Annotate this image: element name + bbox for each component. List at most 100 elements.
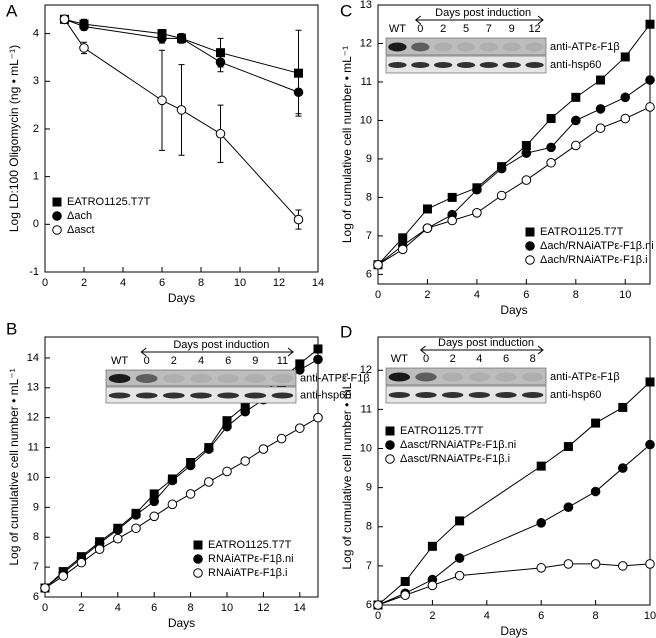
point bbox=[571, 115, 581, 126]
y-tick-label: 1 bbox=[33, 171, 39, 183]
blot-band bbox=[217, 392, 239, 399]
inset-title: Days post induction bbox=[173, 339, 269, 351]
point bbox=[521, 140, 531, 150]
point bbox=[79, 43, 89, 53]
point bbox=[620, 92, 631, 103]
lane-label: 5 bbox=[463, 23, 469, 35]
x-tick-label: 10 bbox=[644, 610, 656, 622]
point bbox=[496, 190, 507, 201]
blot-band bbox=[522, 392, 544, 398]
series-line bbox=[64, 19, 299, 220]
point bbox=[167, 499, 178, 510]
series-line bbox=[377, 444, 651, 606]
blot-band bbox=[456, 42, 476, 52]
point bbox=[215, 57, 226, 68]
x-tick-label: 6 bbox=[538, 610, 544, 622]
y-tick-label: 7 bbox=[366, 230, 372, 242]
x-axis-label: Days bbox=[500, 303, 527, 317]
legend-marker bbox=[193, 540, 203, 550]
x-tick-label: 12 bbox=[257, 602, 269, 614]
series-line bbox=[377, 563, 651, 606]
point bbox=[521, 148, 532, 158]
y-tick-label: 9 bbox=[33, 501, 39, 513]
y-tick-label: 6 bbox=[366, 268, 372, 280]
blot-band bbox=[411, 62, 430, 68]
point bbox=[157, 33, 167, 44]
point bbox=[293, 214, 304, 225]
point bbox=[222, 421, 232, 432]
point bbox=[472, 184, 482, 195]
point bbox=[94, 544, 105, 554]
blot-band bbox=[108, 374, 131, 383]
legend-marker bbox=[385, 440, 395, 450]
x-tick-label: 4 bbox=[115, 602, 121, 614]
point bbox=[58, 571, 69, 581]
blot-band bbox=[388, 372, 411, 382]
point bbox=[563, 442, 573, 452]
y-tick-label: 9 bbox=[366, 153, 372, 165]
point bbox=[176, 105, 187, 115]
band-label: anti-ATPε-F1β bbox=[300, 372, 370, 384]
x-tick-label: 2 bbox=[429, 610, 435, 622]
blot-band bbox=[502, 62, 521, 68]
blot-band bbox=[135, 392, 158, 399]
inset-arrow bbox=[414, 15, 544, 25]
point bbox=[645, 439, 655, 450]
blot-strip bbox=[385, 385, 547, 404]
x-tick-label: 4 bbox=[120, 277, 126, 289]
point bbox=[422, 204, 432, 214]
point bbox=[422, 223, 433, 233]
blot-band bbox=[468, 392, 491, 398]
inset-title: Days post induction bbox=[435, 7, 531, 19]
point bbox=[620, 52, 630, 62]
point bbox=[149, 511, 159, 522]
point bbox=[454, 553, 465, 563]
x-tick-label: 0 bbox=[375, 289, 381, 301]
point bbox=[472, 208, 482, 218]
point bbox=[373, 600, 383, 610]
legend-marker bbox=[525, 227, 535, 237]
blot-band bbox=[442, 392, 464, 398]
x-tick-label: 2 bbox=[81, 277, 87, 289]
x-tick-label: 14 bbox=[312, 277, 324, 289]
point bbox=[620, 113, 631, 124]
x-tick-label: 0 bbox=[42, 277, 48, 289]
x-tick-label: 8 bbox=[573, 289, 579, 301]
panel-letter: A bbox=[6, 1, 18, 20]
inset-title: Days post induction bbox=[438, 337, 534, 349]
y-tick-label: 10 bbox=[360, 442, 372, 454]
blot-band bbox=[411, 42, 430, 52]
point bbox=[571, 92, 581, 102]
point bbox=[618, 402, 628, 412]
point bbox=[645, 75, 655, 85]
y-tick-label: 2 bbox=[33, 123, 39, 135]
lane-label: 9 bbox=[252, 355, 258, 367]
point bbox=[496, 163, 507, 174]
point bbox=[521, 175, 532, 185]
point bbox=[645, 19, 655, 29]
lane-label: WT bbox=[111, 355, 128, 367]
y-tick-label: 11 bbox=[361, 403, 372, 415]
y-tick-label: 12 bbox=[27, 412, 39, 424]
point bbox=[40, 583, 50, 593]
blot-band bbox=[244, 374, 267, 383]
x-tick-label: 0 bbox=[375, 610, 381, 622]
y-tick-label: 8 bbox=[366, 521, 372, 533]
x-tick-label: 6 bbox=[151, 602, 157, 614]
point bbox=[645, 559, 655, 569]
blot-band bbox=[442, 372, 464, 382]
y-tick-label: 4 bbox=[33, 28, 39, 40]
x-tick-label: 6 bbox=[523, 289, 529, 301]
legend-label: EATRO1125.T7T bbox=[208, 539, 292, 551]
y-tick-label: 10 bbox=[27, 471, 39, 483]
x-tick-label: 8 bbox=[188, 602, 194, 614]
y-tick-label: 9 bbox=[366, 482, 372, 494]
blot-band bbox=[456, 62, 476, 68]
point bbox=[645, 377, 655, 387]
y-tick-label: 14 bbox=[27, 352, 39, 364]
point bbox=[313, 344, 323, 354]
y-tick-label: 8 bbox=[33, 531, 39, 543]
plot-frame bbox=[377, 336, 651, 606]
point bbox=[167, 475, 178, 486]
blot-band bbox=[434, 42, 453, 52]
